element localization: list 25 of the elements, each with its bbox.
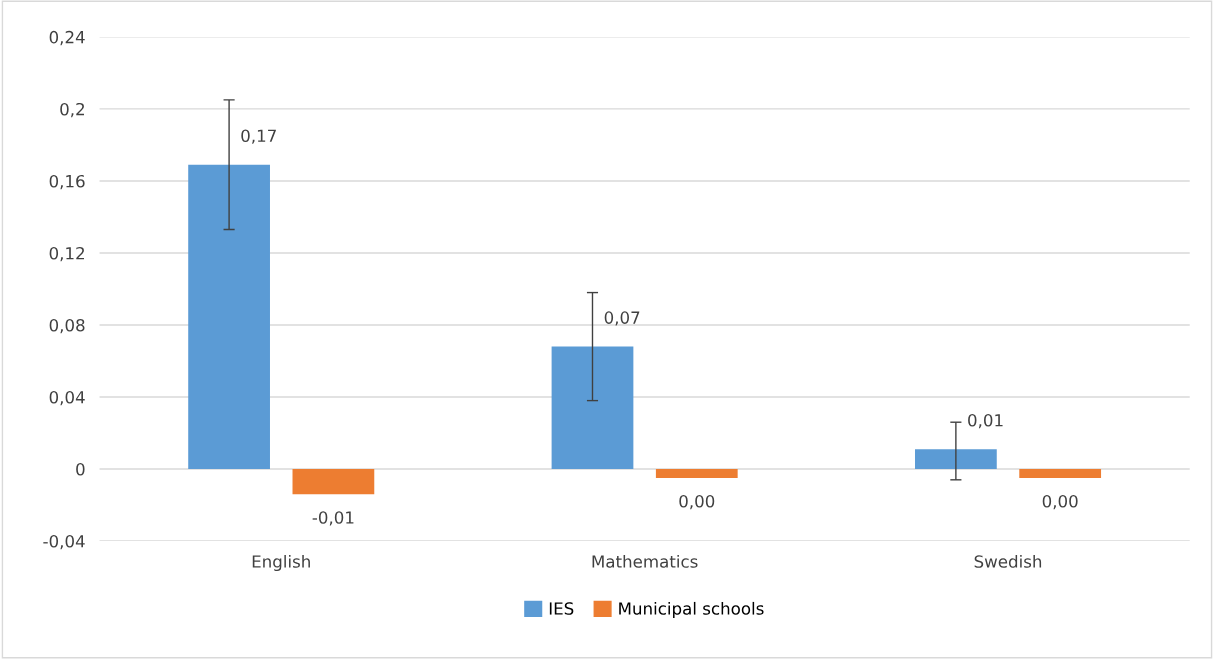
y-tick-label: 0,12 [49, 246, 84, 262]
x-tick-label: Swedish [974, 554, 1042, 568]
y-tick-label: 0,16 [49, 174, 85, 190]
bar [292, 469, 375, 495]
y-tick-label: -0,04 [43, 535, 85, 550]
data-label: 0,00 [679, 494, 715, 510]
y-tick-label: 0,24 [49, 30, 85, 46]
legend-label: IES [549, 602, 574, 615]
y-tick-label: 0,2 [60, 102, 84, 118]
bar [655, 469, 738, 479]
y-tick-label: 0,08 [49, 318, 85, 334]
y-tick-label: 0 [76, 462, 85, 476]
x-tick-label: Mathematics [592, 554, 698, 568]
data-label: 0,07 [604, 311, 640, 326]
data-label: 0,17 [241, 129, 276, 144]
legend-label: Municipal schools [619, 601, 764, 619]
y-tick-label: 0,04 [49, 390, 85, 406]
bar [1019, 469, 1102, 479]
bar [188, 164, 270, 470]
x-tick-label: English [252, 554, 310, 572]
data-label: 0,01 [968, 413, 1003, 429]
data-label: 0,00 [1042, 494, 1078, 510]
data-label: -0,01 [312, 511, 354, 526]
bar [915, 449, 997, 470]
bar [551, 346, 634, 470]
